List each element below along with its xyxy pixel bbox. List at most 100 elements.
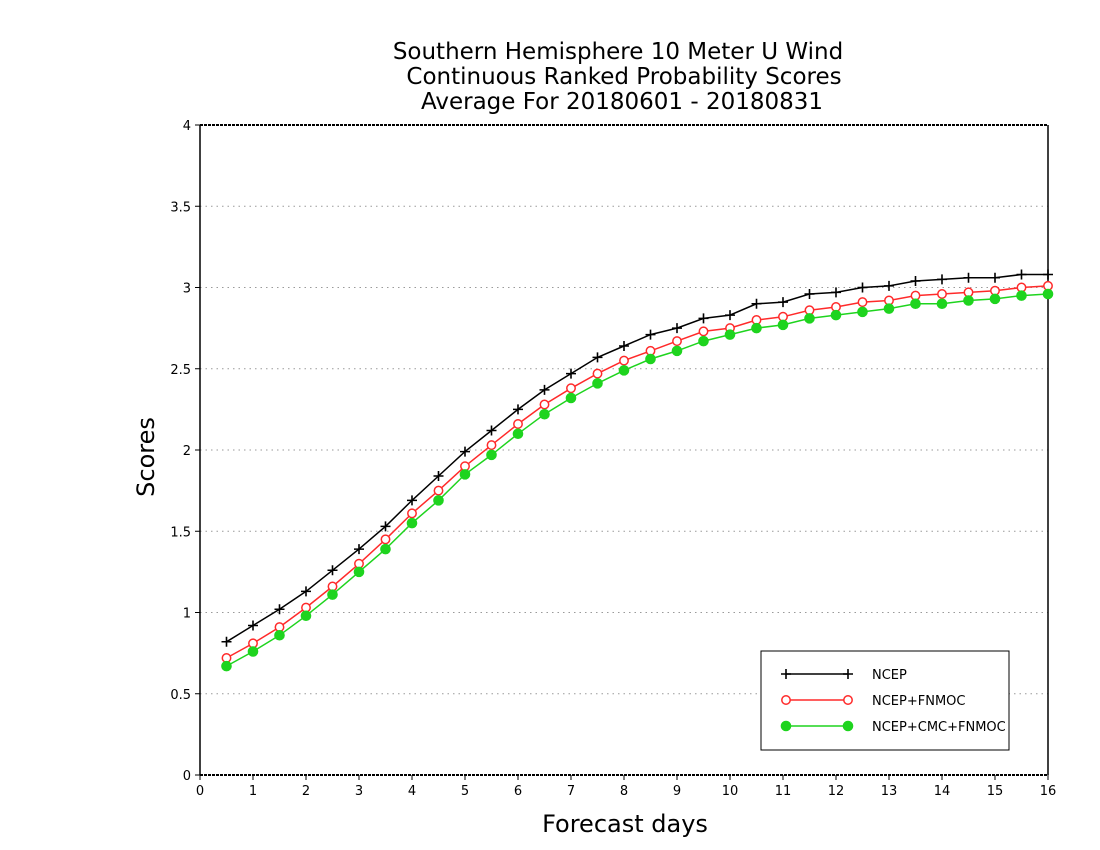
legend-item-1: NCEP+FNMOC — [781, 694, 965, 709]
x-tick-label-7: 7 — [567, 784, 575, 799]
series-2-point-17 — [671, 345, 683, 357]
series-0-point-14 — [592, 352, 603, 363]
series-0-point-30 — [1016, 269, 1027, 280]
series-2-point-24 — [857, 306, 868, 318]
series-2-point-25 — [883, 303, 895, 314]
series-0-point-4 — [327, 565, 338, 576]
chart-title-line-1: Southern Hemisphere 10 Meter U Wind — [393, 39, 843, 65]
series-0-point-2 — [274, 604, 285, 615]
x-tick-label-14: 14 — [934, 784, 951, 799]
series-2-point-20 — [751, 322, 762, 334]
series-2-point-18 — [698, 335, 709, 347]
series-2-point-26 — [910, 298, 921, 310]
x-tick-label-12: 12 — [828, 784, 845, 799]
series-1-point-10 — [486, 440, 497, 451]
series-2-point-2 — [274, 629, 285, 641]
series-2-point-6 — [380, 543, 391, 555]
series-line-0 — [226, 273, 1048, 643]
series-0-point-7 — [407, 495, 417, 506]
series-0-point-8 — [433, 471, 444, 481]
series-0-point-1 — [248, 620, 258, 631]
series-1-point-18 — [698, 326, 709, 337]
series-1-point-14 — [592, 368, 603, 379]
series-1-point-11 — [513, 419, 523, 429]
chart-title-line-3: Average For 20180601 - 20180831 — [421, 89, 823, 115]
series-0-point-31 — [1043, 269, 1053, 280]
x-tick-label-0: 0 — [196, 784, 204, 799]
series-0-point-19 — [725, 310, 735, 321]
series-0-point-12 — [539, 384, 550, 395]
series-0-point-17 — [672, 323, 682, 334]
series-2-point-29 — [989, 293, 1001, 305]
series-0-point-20 — [751, 298, 762, 309]
series-2-point-19 — [724, 329, 736, 340]
series-2-point-10 — [486, 449, 497, 461]
legend-marker-start-2 — [780, 720, 792, 732]
x-tick-label-4: 4 — [408, 784, 416, 799]
series-1-point-13 — [566, 383, 576, 394]
legend-marker-end-0 — [843, 669, 853, 679]
y-tick-label-1: 0.5 — [170, 688, 191, 703]
x-tick-label-9: 9 — [673, 784, 681, 799]
series-1-point-12 — [539, 399, 550, 410]
x-tick-label-1: 1 — [249, 784, 257, 799]
y-tick-label-2: 1 — [183, 607, 191, 622]
legend-marker-end-1 — [843, 695, 853, 705]
y-tick-label-5: 2.5 — [170, 363, 191, 378]
series-2-point-28 — [963, 295, 974, 306]
y-axis-label: Scores — [132, 417, 160, 497]
legend-marker-start-0 — [781, 669, 791, 679]
series-0 — [221, 269, 1053, 647]
series-1-point-8 — [433, 485, 444, 496]
legend-marker-end-2 — [842, 720, 854, 732]
series-1-point-24 — [857, 297, 868, 308]
series-2-point-4 — [327, 589, 338, 600]
series-0-point-29 — [990, 272, 1000, 283]
series-2-point-5 — [353, 566, 365, 578]
series-2-point-23 — [830, 309, 842, 321]
series-1-point-17 — [672, 336, 682, 347]
series-2-point-14 — [592, 378, 603, 389]
series-0-point-6 — [380, 521, 391, 532]
series-2-point-21 — [777, 319, 789, 331]
series-2 — [221, 288, 1054, 672]
series-0-point-21 — [778, 297, 788, 308]
series-2-point-9 — [459, 469, 471, 480]
series-0-point-13 — [566, 368, 576, 379]
series-group — [221, 269, 1054, 672]
series-2-point-22 — [804, 313, 815, 324]
chart-title-line-2: Continuous Ranked Probability Scores — [406, 64, 841, 90]
series-0-point-23 — [831, 287, 841, 298]
y-tick-label-4: 2 — [183, 444, 191, 459]
y-tick-label-7: 3.5 — [170, 200, 191, 215]
series-2-point-1 — [247, 646, 259, 657]
series-2-point-3 — [300, 610, 312, 622]
series-2-point-27 — [936, 298, 948, 310]
y-tick-label-3: 1.5 — [170, 525, 191, 540]
series-0-point-26 — [910, 276, 921, 286]
series-2-point-15 — [618, 365, 630, 376]
series-0-point-22 — [804, 289, 815, 299]
series-2-point-31 — [1042, 288, 1054, 300]
legend-label-2: NCEP+CMC+FNMOC — [872, 720, 1006, 735]
y-tick-label-8: 4 — [183, 119, 191, 134]
series-2-point-30 — [1016, 290, 1027, 301]
series-2-point-16 — [645, 353, 656, 365]
x-tick-label-2: 2 — [302, 784, 310, 799]
legend: NCEP NCEP+FNMOC NCEP+CMC+FNMOC — [760, 650, 1010, 751]
x-tick-label-10: 10 — [722, 784, 739, 799]
legend-marker-start-1 — [781, 695, 791, 705]
legend-label-0: NCEP — [872, 668, 907, 683]
series-2-point-12 — [539, 408, 550, 420]
series-2-point-13 — [565, 392, 577, 404]
series-2-point-7 — [406, 517, 418, 529]
series-0-point-3 — [301, 586, 311, 597]
x-tick-label-15: 15 — [987, 784, 1004, 799]
series-0-point-0 — [221, 636, 232, 647]
legend-item-0: NCEP — [781, 668, 907, 683]
series-0-point-18 — [698, 313, 709, 324]
x-tick-label-11: 11 — [775, 784, 792, 799]
chart-title: Southern Hemisphere 10 Meter U Wind Cont… — [393, 39, 843, 115]
y-tick-label-6: 3 — [183, 282, 191, 297]
